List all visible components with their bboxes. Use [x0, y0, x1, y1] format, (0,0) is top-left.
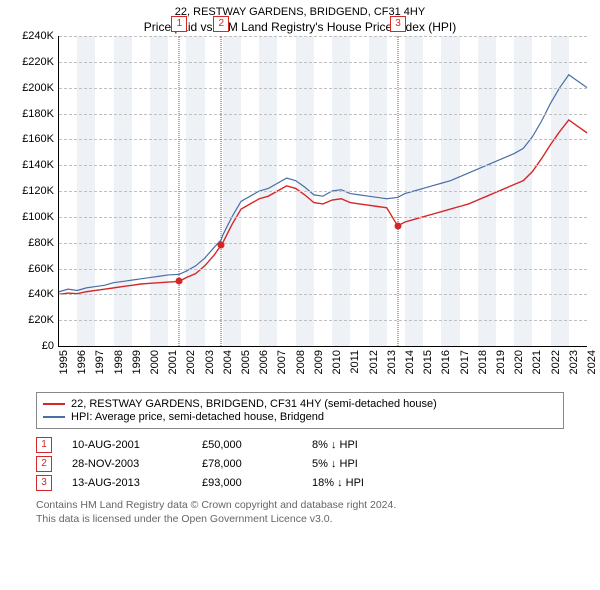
x-tick-label: 2007 [276, 350, 288, 374]
grid-line [59, 320, 587, 321]
y-tick-label: £60K [28, 263, 54, 275]
x-tick-label: 2011 [349, 350, 361, 374]
x-tick-label: 2017 [459, 350, 471, 374]
sales-row: 1 10-AUG-2001 £50,000 8% ↓ HPI [36, 437, 564, 453]
y-axis: £0£20K£40K£60K£80K£100K£120K£140K£160K£1… [10, 36, 58, 346]
grid-line [59, 88, 587, 89]
legend-item: 22, RESTWAY GARDENS, BRIDGEND, CF31 4HY … [43, 398, 557, 410]
y-tick-label: £40K [28, 288, 54, 300]
sale-price: £93,000 [202, 477, 292, 489]
x-tick-label: 1997 [94, 350, 106, 374]
x-tick-label: 2023 [568, 350, 580, 374]
legend-swatch [43, 403, 65, 405]
x-tick-label: 2022 [550, 350, 562, 374]
x-tick-label: 2024 [586, 350, 598, 374]
sale-date: 13-AUG-2013 [72, 477, 182, 489]
legend-item: HPI: Average price, semi-detached house,… [43, 411, 557, 423]
y-tick-label: £140K [22, 159, 54, 171]
sale-number-box: 1 [36, 437, 52, 453]
grid-line [59, 139, 587, 140]
x-tick-label: 2005 [240, 350, 252, 374]
y-tick-label: £0 [42, 340, 54, 352]
chart: £0 £20K £40K £60K £80K £100K £120K £140K £160K £1… [10, 36, 590, 388]
sales-row: 3 13-AUG-2013 £93,000 18% ↓ HPI [36, 475, 564, 491]
grid-line [59, 243, 587, 244]
sale-marker-box: 2 [213, 16, 229, 32]
series-hpi [59, 75, 587, 292]
sale-vs-hpi: 5% ↓ HPI [312, 458, 422, 470]
sale-marker-line [221, 36, 222, 346]
x-tick-label: 2006 [258, 350, 270, 374]
sale-dot [395, 222, 402, 229]
x-tick-label: 2009 [313, 350, 325, 374]
x-tick-label: 2000 [149, 350, 161, 374]
sale-marker-box: 1 [171, 16, 187, 32]
y-tick-label: £20K [28, 314, 54, 326]
sales-table: 1 10-AUG-2001 £50,000 8% ↓ HPI 2 28-NOV-2003 £… [36, 437, 564, 491]
y-tick-label: £220K [22, 56, 54, 68]
legend: 22, RESTWAY GARDENS, BRIDGEND, CF31 4HY … [36, 392, 564, 429]
sale-date: 10-AUG-2001 [72, 439, 182, 451]
x-tick-label: 2015 [422, 350, 434, 374]
title-block: 22, RESTWAY GARDENS, BRIDGEND, CF31 4HY … [0, 0, 600, 36]
x-tick-label: 2010 [331, 350, 343, 374]
footer-line1: Contains HM Land Registry data © Crown c… [36, 499, 564, 513]
x-tick-label: 2003 [204, 350, 216, 374]
x-tick-label: 2019 [495, 350, 507, 374]
y-tick-label: £80K [28, 237, 54, 249]
sale-date: 28-NOV-2003 [72, 458, 182, 470]
x-tick-label: 2008 [295, 350, 307, 374]
x-tick-label: 2002 [185, 350, 197, 374]
legend-swatch [43, 416, 65, 418]
sale-vs-hpi: 18% ↓ HPI [312, 477, 422, 489]
x-axis: 1995 1996 1997 1998 1999 2000 2001 2002 2003 2004… [58, 346, 586, 388]
title-line1: 22, RESTWAY GARDENS, BRIDGEND, CF31 4HY [0, 6, 600, 18]
x-tick-label: 2013 [386, 350, 398, 374]
y-tick-label: £180K [22, 108, 54, 120]
sale-marker-line [398, 36, 399, 346]
sale-marker-box: 3 [390, 16, 406, 32]
y-tick-label: £200K [22, 82, 54, 94]
sale-marker-line [179, 36, 180, 346]
x-tick-label: 2018 [477, 350, 489, 374]
footer: Contains HM Land Registry data © Crown c… [36, 499, 564, 526]
y-tick-label: £240K [22, 30, 54, 42]
sales-row: 2 28-NOV-2003 £78,000 5% ↓ HPI [36, 456, 564, 472]
x-tick-label: 2016 [440, 350, 452, 374]
y-tick-label: £160K [22, 133, 54, 145]
x-tick-label: 1999 [131, 350, 143, 374]
x-tick-label: 1998 [113, 350, 125, 374]
sale-price: £78,000 [202, 458, 292, 470]
sale-dot [218, 242, 225, 249]
x-tick-label: 2004 [222, 350, 234, 374]
x-tick-label: 2001 [167, 350, 179, 374]
grid-line [59, 114, 587, 115]
y-tick-label: £120K [22, 185, 54, 197]
grid-line [59, 62, 587, 63]
grid-line [59, 269, 587, 270]
grid-line [59, 294, 587, 295]
sale-dot [176, 278, 183, 285]
sale-number-box: 3 [36, 475, 52, 491]
grid-line [59, 36, 587, 37]
sale-number-box: 2 [36, 456, 52, 472]
x-tick-label: 1995 [58, 350, 70, 374]
x-tick-label: 1996 [76, 350, 88, 374]
sale-vs-hpi: 8% ↓ HPI [312, 439, 422, 451]
x-tick-label: 2021 [531, 350, 543, 374]
x-tick-label: 2020 [513, 350, 525, 374]
sale-price: £50,000 [202, 439, 292, 451]
x-tick-label: 2014 [404, 350, 416, 374]
legend-label: 22, RESTWAY GARDENS, BRIDGEND, CF31 4HY … [71, 398, 437, 410]
title-line2: Price paid vs. HM Land Registry's House … [0, 20, 600, 34]
plot-area: 123 [58, 36, 587, 347]
grid-line [59, 165, 587, 166]
y-tick-label: £100K [22, 211, 54, 223]
grid-line [59, 191, 587, 192]
x-tick-label: 2012 [368, 350, 380, 374]
grid-line [59, 217, 587, 218]
legend-label: HPI: Average price, semi-detached house,… [71, 411, 324, 423]
footer-line2: This data is licensed under the Open Gov… [36, 513, 564, 527]
